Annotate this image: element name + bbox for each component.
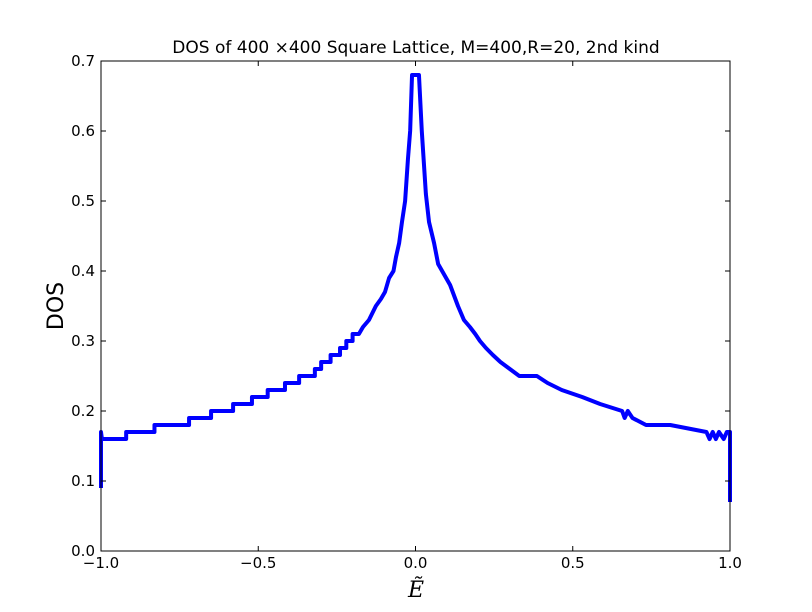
y-tick-label: 0.3 <box>71 332 95 350</box>
x-axis-label: Ẽ <box>407 575 424 603</box>
x-tick-label: −1.0 <box>83 554 119 572</box>
y-axis-label: DOS <box>44 282 69 330</box>
y-tick-label: 0.2 <box>71 402 95 420</box>
x-tick-label: 0.0 <box>404 554 428 572</box>
data-line <box>99 73 732 502</box>
y-tick-label: 0.5 <box>71 192 95 210</box>
chart-title: DOS of 400 ×400 Square Lattice, M=400,R=… <box>172 38 659 58</box>
x-tick-label: 1.0 <box>718 554 742 572</box>
x-tick-label: −0.5 <box>240 554 276 572</box>
y-tick-label: 0.4 <box>71 262 95 280</box>
x-tick-label: 0.5 <box>561 554 585 572</box>
y-tick-label: 0.6 <box>71 122 95 140</box>
y-tick-label: 0.0 <box>71 542 95 560</box>
y-tick-label: 0.7 <box>71 52 95 70</box>
y-tick-label: 0.1 <box>71 472 95 490</box>
